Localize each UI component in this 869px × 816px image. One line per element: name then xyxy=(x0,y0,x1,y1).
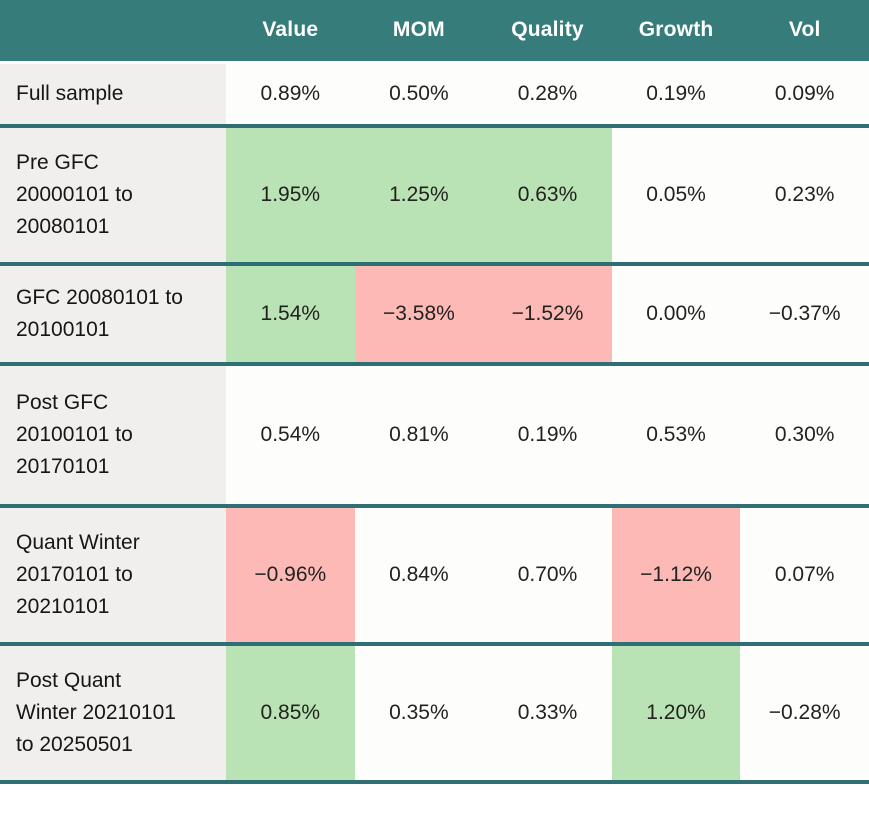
column-header-mom: MOM xyxy=(354,0,484,62)
cell-quality: 0.28% xyxy=(483,62,612,126)
table-row-full-sample: Full sample 0.89% 0.50% 0.28% 0.19% 0.09… xyxy=(0,62,869,126)
cell-value: 0.89% xyxy=(226,62,355,126)
table-row-pre-gfc: Pre GFC 20000101 to 20080101 1.95% 1.25%… xyxy=(0,126,869,264)
row-label: Quant Winter 20170101 to 20210101 xyxy=(0,506,226,644)
table-row-quant-winter: Quant Winter 20170101 to 20210101 −0.96%… xyxy=(0,506,869,644)
cell-vol: 0.09% xyxy=(740,62,869,126)
table-body: Full sample 0.89% 0.50% 0.28% 0.19% 0.09… xyxy=(0,62,869,782)
cell-mom: 0.84% xyxy=(354,506,484,644)
cell-growth: 0.19% xyxy=(611,62,741,126)
cell-quality: −1.52% xyxy=(483,264,612,364)
cell-mom: 1.25% xyxy=(354,126,484,264)
table-header: Value MOM Quality Growth Vol xyxy=(0,0,869,62)
row-label: Full sample xyxy=(0,62,226,126)
cell-quality: 0.33% xyxy=(483,644,612,782)
column-header-vol: Vol xyxy=(740,0,869,62)
cell-value: 1.54% xyxy=(226,264,355,364)
cell-value: 0.85% xyxy=(226,644,355,782)
cell-mom: 0.50% xyxy=(354,62,484,126)
cell-growth: 0.05% xyxy=(611,126,741,264)
cell-quality: 0.70% xyxy=(483,506,612,644)
column-header-empty xyxy=(0,0,226,62)
row-label: GFC 20080101 to 20100101 xyxy=(0,264,226,364)
cell-growth: 0.00% xyxy=(611,264,741,364)
header-row: Value MOM Quality Growth Vol xyxy=(0,0,869,62)
cell-growth: 0.53% xyxy=(611,364,741,506)
cell-vol: −0.28% xyxy=(740,644,869,782)
cell-mom: 0.81% xyxy=(354,364,484,506)
column-header-value: Value xyxy=(226,0,355,62)
cell-growth: −1.12% xyxy=(611,506,741,644)
cell-vol: −0.37% xyxy=(740,264,869,364)
cell-value: −0.96% xyxy=(226,506,355,644)
cell-mom: 0.35% xyxy=(354,644,484,782)
cell-vol: 0.30% xyxy=(740,364,869,506)
cell-quality: 0.19% xyxy=(483,364,612,506)
table-row-post-gfc: Post GFC 20100101 to 20170101 0.54% 0.81… xyxy=(0,364,869,506)
column-header-quality: Quality xyxy=(483,0,612,62)
factor-performance-table: Value MOM Quality Growth Vol Full sample… xyxy=(0,0,869,784)
table-row-post-quant-winter: Post Quant Winter 20210101 to 20250501 0… xyxy=(0,644,869,782)
row-label: Post Quant Winter 20210101 to 20250501 xyxy=(0,644,226,782)
cell-growth: 1.20% xyxy=(611,644,741,782)
cell-value: 1.95% xyxy=(226,126,355,264)
row-label: Pre GFC 20000101 to 20080101 xyxy=(0,126,226,264)
cell-value: 0.54% xyxy=(226,364,355,506)
cell-vol: 0.07% xyxy=(740,506,869,644)
table-row-gfc: GFC 20080101 to 20100101 1.54% −3.58% −1… xyxy=(0,264,869,364)
row-label: Post GFC 20100101 to 20170101 xyxy=(0,364,226,506)
cell-vol: 0.23% xyxy=(740,126,869,264)
cell-mom: −3.58% xyxy=(354,264,484,364)
cell-quality: 0.63% xyxy=(483,126,612,264)
column-header-growth: Growth xyxy=(611,0,741,62)
